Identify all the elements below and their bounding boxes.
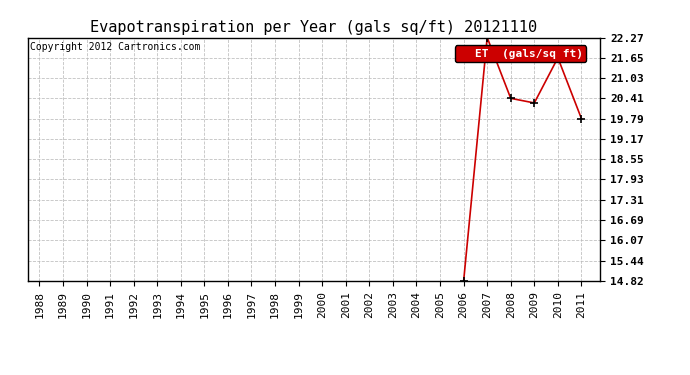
Text: Copyright 2012 Cartronics.com: Copyright 2012 Cartronics.com <box>30 42 201 52</box>
Title: Evapotranspiration per Year (gals sq/ft) 20121110: Evapotranspiration per Year (gals sq/ft)… <box>90 20 538 35</box>
Legend: ET  (gals/sq ft): ET (gals/sq ft) <box>455 45 586 62</box>
